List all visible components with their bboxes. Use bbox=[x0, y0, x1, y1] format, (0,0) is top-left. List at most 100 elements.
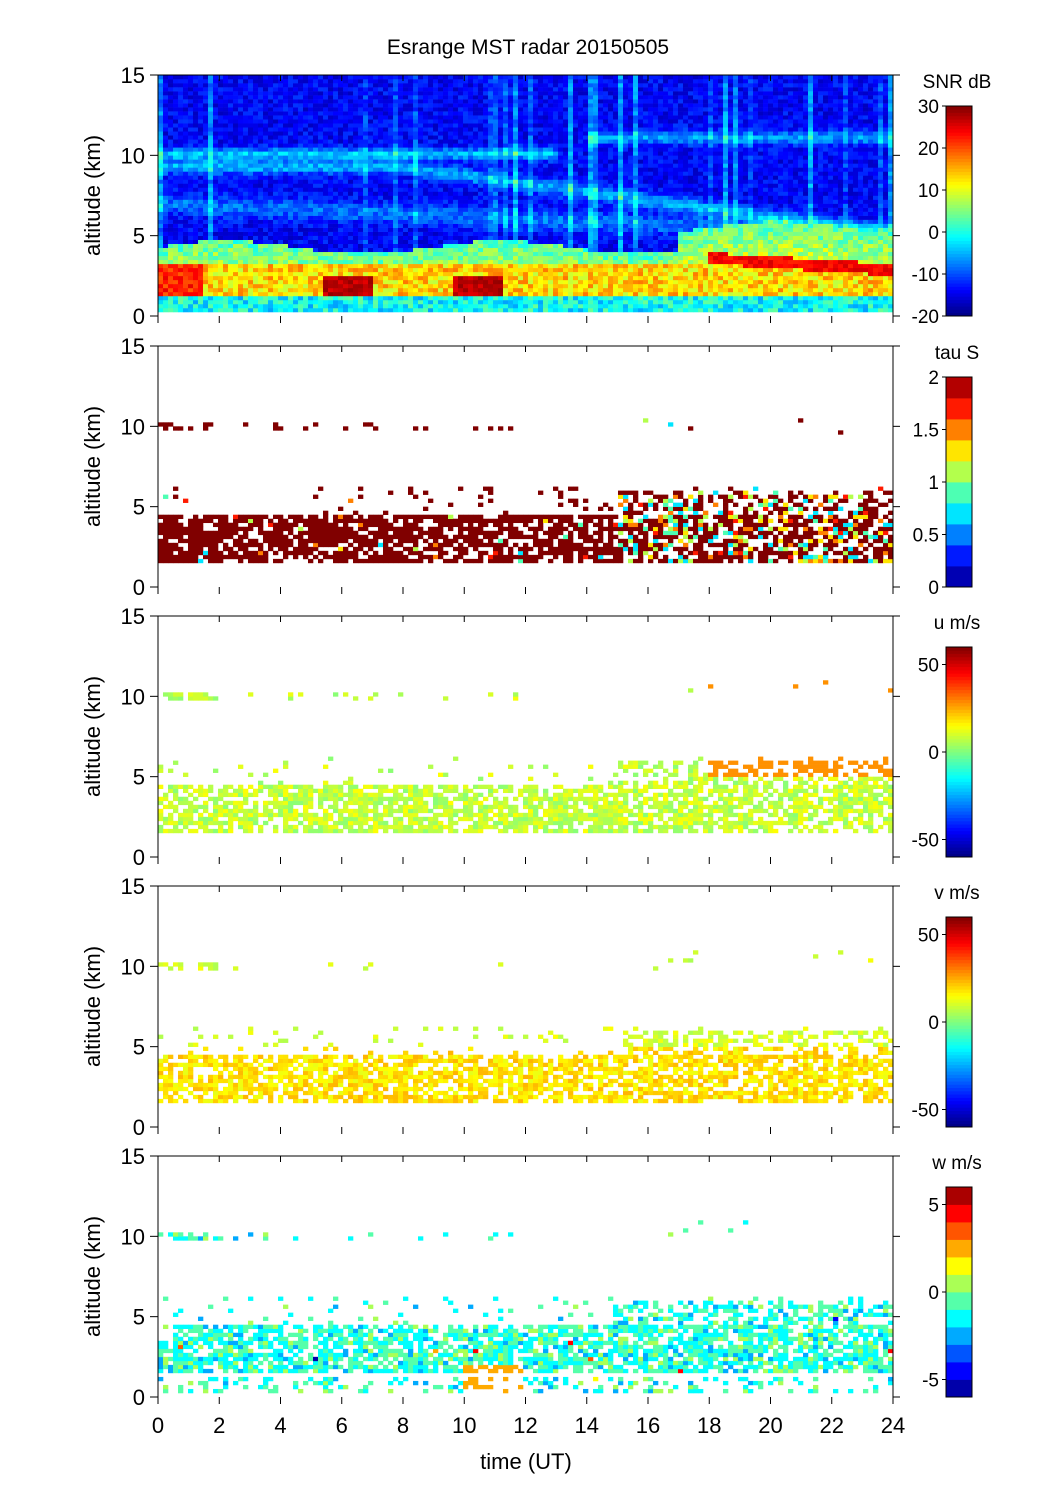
heatmap-cell bbox=[468, 155, 474, 160]
heatmap-cell bbox=[158, 291, 164, 297]
heatmap-cell bbox=[573, 203, 579, 208]
heatmap-cell bbox=[578, 159, 584, 164]
heatmap-cell bbox=[348, 287, 354, 293]
heatmap-cell bbox=[568, 131, 574, 136]
heatmap-cell bbox=[198, 187, 204, 192]
heatmap-cell bbox=[298, 307, 304, 313]
heatmap-cell bbox=[373, 139, 379, 144]
heatmap-cell bbox=[468, 199, 474, 204]
heatmap-cell bbox=[283, 239, 289, 244]
heatmap-cell bbox=[453, 287, 459, 293]
heatmap-cell bbox=[198, 183, 204, 188]
heatmap-cell bbox=[243, 147, 249, 152]
heatmap-cell bbox=[273, 135, 279, 140]
heatmap-cell bbox=[533, 99, 539, 104]
heatmap-cell bbox=[448, 199, 454, 204]
heatmap-cell bbox=[308, 175, 314, 180]
heatmap-cell bbox=[378, 107, 384, 112]
heatmap-cell bbox=[198, 99, 204, 104]
heatmap-cell bbox=[528, 243, 534, 249]
heatmap-cell bbox=[553, 307, 559, 313]
heatmap-cell bbox=[468, 267, 474, 273]
heatmap-cell bbox=[363, 147, 369, 152]
heatmap-cell bbox=[468, 299, 474, 305]
heatmap-cell bbox=[478, 195, 484, 200]
heatmap-cell bbox=[313, 155, 319, 160]
heatmap-cell bbox=[408, 163, 414, 168]
heatmap-cell bbox=[323, 75, 329, 80]
heatmap-cell bbox=[563, 211, 569, 216]
heatmap-cell bbox=[208, 119, 214, 124]
heatmap-cell bbox=[228, 127, 234, 132]
heatmap-cell bbox=[388, 131, 394, 136]
heatmap-cell bbox=[248, 111, 254, 116]
heatmap-cell bbox=[403, 211, 409, 216]
heatmap-cell bbox=[448, 139, 454, 144]
heatmap-cell bbox=[168, 183, 174, 188]
heatmap-cell bbox=[183, 215, 189, 220]
heatmap-cell bbox=[428, 119, 434, 124]
heatmap-cell bbox=[368, 291, 374, 297]
heatmap-cell bbox=[263, 307, 269, 313]
heatmap-cell bbox=[193, 275, 199, 281]
heatmap-cell bbox=[463, 175, 469, 180]
heatmap-cell bbox=[408, 227, 414, 232]
heatmap-cell bbox=[228, 191, 234, 196]
heatmap-cell bbox=[488, 127, 494, 132]
heatmap-cell bbox=[268, 147, 274, 152]
heatmap-cell bbox=[398, 103, 404, 108]
heatmap-cell bbox=[333, 219, 339, 224]
heatmap-cell bbox=[238, 127, 244, 132]
heatmap-cell bbox=[343, 203, 349, 208]
heatmap-cell bbox=[328, 307, 334, 313]
heatmap-cell bbox=[408, 99, 414, 104]
heatmap-cell bbox=[578, 283, 584, 289]
heatmap-cell bbox=[278, 143, 284, 148]
heatmap-cell bbox=[313, 239, 319, 244]
heatmap-cell bbox=[238, 171, 244, 176]
heatmap-cell bbox=[373, 307, 379, 313]
heatmap-cell bbox=[368, 159, 374, 164]
heatmap-cell bbox=[408, 95, 414, 100]
heatmap-cell bbox=[473, 115, 479, 120]
heatmap-cell bbox=[418, 227, 424, 232]
heatmap-cell bbox=[378, 159, 384, 164]
heatmap-cell bbox=[388, 235, 394, 240]
heatmap-cell bbox=[318, 227, 324, 232]
heatmap-cell bbox=[198, 143, 204, 148]
heatmap-cell bbox=[528, 299, 534, 305]
heatmap-cell bbox=[228, 215, 234, 220]
heatmap-cell bbox=[323, 131, 329, 136]
heatmap-cell bbox=[313, 95, 319, 100]
heatmap-cell bbox=[403, 227, 409, 232]
heatmap-cell bbox=[218, 195, 224, 200]
heatmap-cell bbox=[533, 199, 539, 204]
heatmap-cell bbox=[498, 287, 504, 293]
heatmap-cell bbox=[193, 207, 199, 212]
heatmap-cell bbox=[258, 227, 264, 232]
heatmap-cell bbox=[263, 227, 269, 232]
heatmap-cell bbox=[383, 87, 389, 92]
heatmap-cell bbox=[188, 287, 194, 293]
heatmap-cell bbox=[563, 227, 569, 232]
heatmap-cell bbox=[333, 259, 339, 265]
heatmap-cell bbox=[218, 167, 224, 172]
heatmap-cell bbox=[448, 127, 454, 132]
heatmap-cell bbox=[508, 91, 514, 96]
heatmap-cell bbox=[513, 187, 519, 192]
heatmap-cell bbox=[553, 191, 559, 196]
heatmap-cell bbox=[213, 115, 219, 120]
heatmap-cell bbox=[563, 247, 569, 253]
heatmap-cell bbox=[513, 95, 519, 100]
heatmap-cell bbox=[538, 275, 544, 281]
heatmap-cell bbox=[388, 123, 394, 128]
heatmap-cell bbox=[538, 243, 544, 249]
heatmap-cell bbox=[343, 259, 349, 265]
heatmap-cell bbox=[188, 111, 194, 116]
heatmap-cell bbox=[323, 163, 329, 168]
heatmap-cell bbox=[403, 131, 409, 136]
heatmap-cell bbox=[323, 235, 329, 240]
heatmap-cell bbox=[363, 87, 369, 92]
heatmap-cell bbox=[463, 283, 469, 289]
heatmap-cell bbox=[458, 151, 464, 156]
